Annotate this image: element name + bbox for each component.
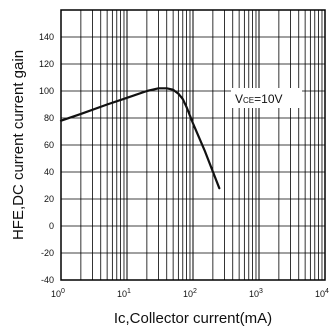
plot-frame: [60, 9, 326, 281]
x-tick-labels: 100 101 102 103 104: [51, 288, 329, 299]
y-tick-labels: -40 -20 0 20 40 60 80 100 120 140: [39, 32, 54, 285]
series-line: [59, 87, 221, 190]
svg-text:VCE=10V: VCE=10V: [235, 92, 283, 106]
y-tick-label: 40: [44, 167, 54, 177]
y-tick-label: 60: [44, 140, 54, 150]
y-tick-label: -20: [41, 248, 54, 258]
x-tick-label: 101: [117, 288, 131, 299]
annotation-main: V: [235, 92, 243, 106]
y-tick-label: 80: [44, 113, 54, 123]
y-axis-label: HFE,DC current current gain: [10, 50, 27, 240]
annotation-value: =10V: [254, 92, 282, 106]
x-tick-label: 102: [183, 288, 197, 299]
x-tick-label: 103: [249, 288, 263, 299]
y-tick-label: 140: [39, 32, 54, 42]
x-tick-label: 104: [315, 288, 329, 299]
x-tick-label: 100: [51, 288, 65, 299]
y-tick-label: 0: [49, 221, 54, 231]
grid: [61, 10, 325, 280]
annotation-box: [231, 88, 302, 108]
y-tick-label: 20: [44, 194, 54, 204]
annotation-subscript: CE: [243, 96, 254, 105]
y-tick-label: 100: [39, 86, 54, 96]
x-axis-label: Ic,Collector current(mA): [114, 310, 272, 327]
annotation-vce: VCE=10V: [231, 88, 302, 108]
y-tick-label: -40: [41, 275, 54, 285]
series-layer: [59, 87, 221, 190]
y-tick-label: 120: [39, 59, 54, 69]
